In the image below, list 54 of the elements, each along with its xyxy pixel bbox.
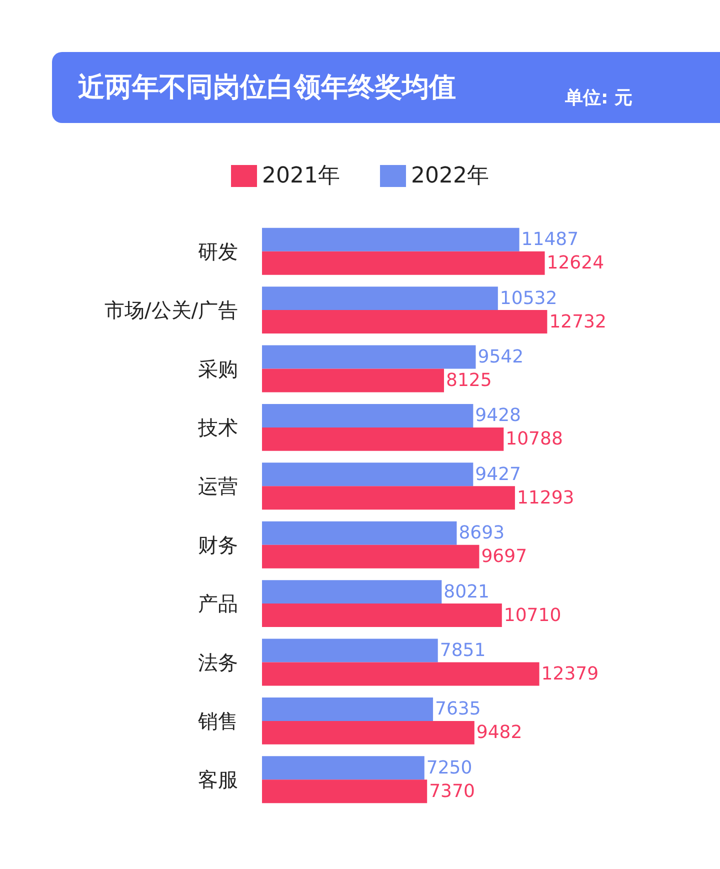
data-label: 7635 [435,698,481,720]
bar [262,310,548,334]
bar [262,427,504,451]
bar [262,604,502,628]
data-label: 10532 [500,288,558,309]
bar [262,780,428,804]
bar [262,697,434,721]
data-label: 8125 [446,370,492,391]
y-tick-label: 研发 [198,239,238,264]
y-tick-label: 法务 [198,650,238,674]
bar [262,521,457,545]
bar [262,228,520,252]
bar [262,404,474,428]
legend-label: 2022年 [411,164,489,188]
data-label: 7250 [426,757,472,778]
data-label: 12732 [549,311,606,332]
y-tick-label: 销售 [197,708,238,733]
data-label: 10710 [504,604,562,626]
bar [262,580,442,604]
data-label: 12379 [541,663,599,684]
bar [262,638,438,662]
bar [262,462,474,486]
y-tick-label: 产品 [198,592,238,616]
y-tick-label: 财务 [198,532,238,557]
data-label: 7851 [440,640,486,662]
chart-title: 近两年不同岗位白领年终奖均值 [78,72,456,103]
bar [262,486,515,510]
y-tick-label: 客服 [198,768,238,792]
y-tick-label: 市场/公关/广告 [104,298,238,322]
bar [262,662,540,686]
y-tick-label: 技术 [197,415,238,440]
bar [262,720,474,744]
data-label: 9697 [481,546,528,568]
data-label: 8021 [444,581,490,602]
data-label: 7370 [429,780,475,802]
legend-label: 2021年 [262,164,340,188]
bar [262,756,424,780]
y-tick-label: 运营 [198,474,238,498]
bar [262,345,476,369]
data-label: 9542 [478,346,524,368]
data-label: 9427 [475,464,521,485]
bar [262,368,444,392]
bar [262,251,545,275]
data-label: 11293 [516,487,574,508]
data-label: 9482 [476,722,522,744]
data-label: 11487 [521,229,579,250]
bar [262,544,480,568]
data-label: 12624 [546,252,604,274]
y-tick-label: 采购 [198,356,238,381]
data-label: 9428 [475,405,521,426]
bar [262,286,498,310]
data-label: 10788 [506,428,563,450]
data-label: 8693 [458,522,505,544]
text: 单位: 元 [564,88,632,108]
